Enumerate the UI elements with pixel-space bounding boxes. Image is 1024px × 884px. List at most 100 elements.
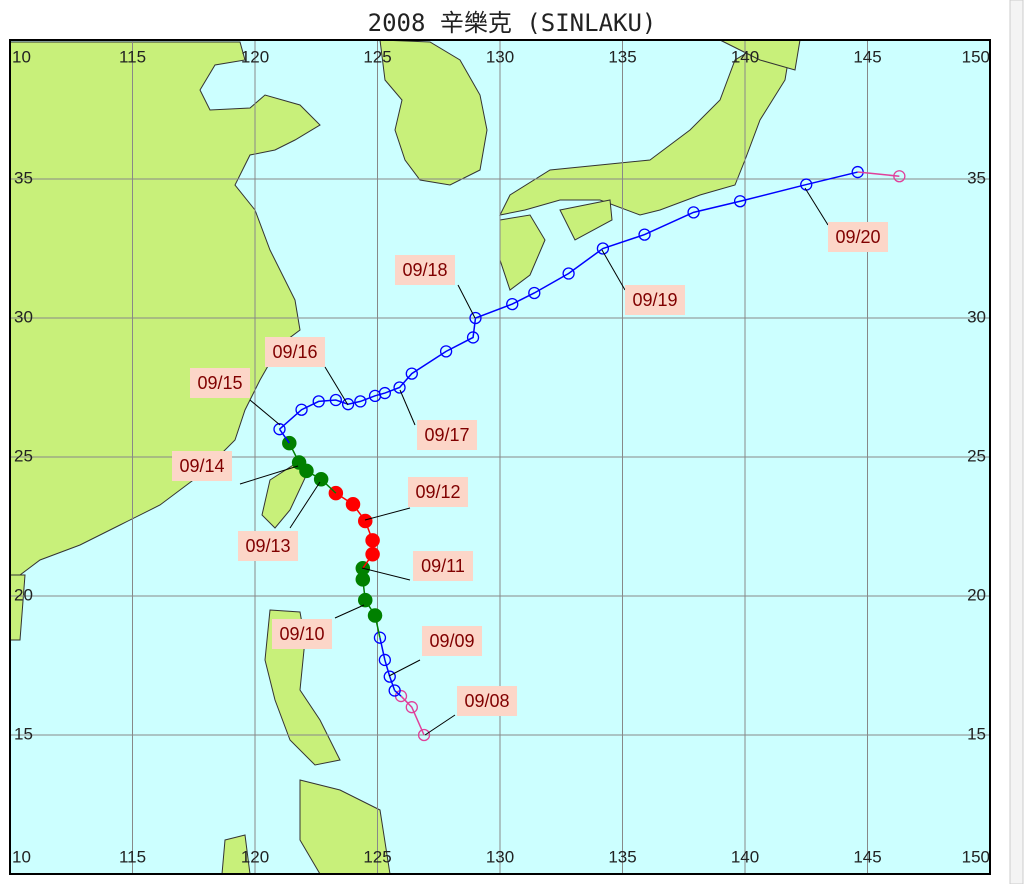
track-point xyxy=(687,206,700,219)
leader-line xyxy=(324,366,349,406)
track-point xyxy=(596,242,610,255)
shikoku xyxy=(559,199,613,241)
date-label-box xyxy=(457,686,517,716)
leader-line xyxy=(388,659,421,677)
track-line xyxy=(279,171,858,430)
leader-line xyxy=(289,481,321,529)
x-tick-label: 115 xyxy=(119,847,146,866)
track-point xyxy=(365,547,380,562)
honshu xyxy=(499,44,791,216)
track xyxy=(273,165,906,742)
date-label: 09/09 xyxy=(429,631,474,651)
leader-line xyxy=(424,714,456,736)
track-connector xyxy=(278,428,290,444)
date-label: 09/13 xyxy=(245,536,290,556)
y-tick-label: 15 xyxy=(967,724,986,743)
x-tick-label: 115 xyxy=(119,47,146,66)
y-tick-label: 30 xyxy=(14,307,33,326)
x-tick-label: 130 xyxy=(486,47,514,66)
track-point xyxy=(273,423,286,436)
korea xyxy=(379,39,488,186)
leader-line xyxy=(239,465,299,485)
track-point xyxy=(378,653,392,667)
track-point xyxy=(313,471,329,487)
date-label: 09/11 xyxy=(421,556,465,576)
date-label-box xyxy=(828,222,888,252)
x-tick-label: 140 xyxy=(731,47,759,66)
leader-line xyxy=(457,284,476,319)
x-tick-label: 10 xyxy=(12,47,31,66)
x-tick-label: 135 xyxy=(608,47,636,66)
x-tick-label: 145 xyxy=(853,847,881,866)
date-label-box xyxy=(625,285,685,315)
y-tick-label: 30 xyxy=(967,307,986,326)
date-label-box xyxy=(417,420,477,450)
date-label: 09/17 xyxy=(424,425,469,445)
leader-line xyxy=(361,567,411,581)
track-point xyxy=(354,395,367,408)
date-label-box xyxy=(190,368,250,398)
track-point xyxy=(358,592,373,608)
track-point xyxy=(528,286,541,300)
track-point xyxy=(469,311,482,325)
y-tick-label: 25 xyxy=(967,446,986,465)
track-connector xyxy=(857,171,900,177)
date-label: 09/08 xyxy=(464,691,509,711)
date-label: 09/18 xyxy=(402,260,447,280)
y-tick-label: 35 xyxy=(967,168,986,187)
date-labels: 09/08 09/09 09/10 09/11 09/12 09/13 09/14 09/15… xyxy=(172,187,888,736)
y-tick-label: 15 xyxy=(14,724,33,743)
date-label-box xyxy=(408,477,468,507)
track-point xyxy=(365,533,380,548)
track-point xyxy=(733,195,747,208)
track-point xyxy=(295,403,308,416)
x-tick-label: 150 xyxy=(962,847,990,866)
track-connector xyxy=(394,689,402,697)
x-tick-label: 140 xyxy=(731,847,759,866)
date-label: 09/15 xyxy=(197,373,242,393)
date-label-box xyxy=(422,626,482,656)
date-label: 09/20 xyxy=(835,227,880,247)
track-point xyxy=(378,386,392,400)
leader-line xyxy=(601,249,626,291)
leader-line xyxy=(804,187,829,226)
frame xyxy=(9,39,991,875)
y-tick-label: 20 xyxy=(14,585,33,604)
leader-line xyxy=(249,399,281,426)
track-point xyxy=(312,395,325,408)
track-point xyxy=(388,684,401,697)
track-point xyxy=(393,381,406,394)
leader-line xyxy=(364,507,411,521)
y-tick-label: 35 xyxy=(14,168,33,187)
track-point xyxy=(506,297,519,311)
y-tick-label: 20 xyxy=(967,585,986,604)
grid: 10 10 115 115 120 120 125 125 130 130 135 135 140 140… xyxy=(9,40,991,874)
x-tick-label: 150 xyxy=(962,47,990,66)
china xyxy=(9,41,321,576)
track-point xyxy=(383,670,396,683)
date-label-box xyxy=(265,337,325,367)
leader-line xyxy=(399,389,416,426)
track-point xyxy=(405,701,418,714)
date-label-box xyxy=(272,619,332,649)
x-tick-label: 125 xyxy=(363,47,391,66)
date-label-box xyxy=(413,551,473,581)
date-label: 09/14 xyxy=(179,456,224,476)
date-label: 09/12 xyxy=(415,482,460,502)
date-label: 09/10 xyxy=(279,624,324,644)
track-point xyxy=(439,345,453,358)
track-point xyxy=(893,170,906,183)
date-label: 09/19 xyxy=(632,290,677,310)
track-point xyxy=(405,367,418,380)
x-tick-label: 10 xyxy=(12,847,31,866)
track-point xyxy=(562,267,575,280)
x-tick-label: 145 xyxy=(853,47,881,66)
x-tick-label: 125 xyxy=(363,847,391,866)
track-line xyxy=(379,637,396,691)
y-tick-label: 25 xyxy=(14,446,33,465)
track-point xyxy=(358,513,373,529)
track-point xyxy=(466,331,480,344)
track-point xyxy=(638,228,651,241)
date-label-box xyxy=(395,255,455,285)
